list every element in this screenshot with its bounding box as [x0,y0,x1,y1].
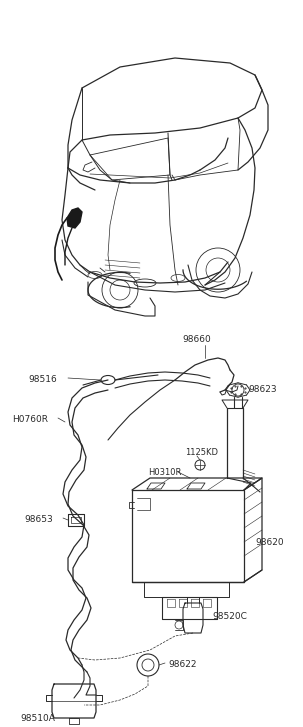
Text: 98653: 98653 [24,515,53,524]
Text: H0760R: H0760R [12,415,48,424]
Text: 1125KD: 1125KD [185,448,218,457]
Text: 98622: 98622 [168,660,197,669]
Polygon shape [67,208,82,228]
Text: 98620: 98620 [255,538,284,547]
Text: 98510A: 98510A [20,714,55,723]
Text: 98660: 98660 [182,335,211,344]
Text: 98516: 98516 [28,375,57,384]
Text: H0310R: H0310R [148,468,181,477]
Text: 98520C: 98520C [212,612,247,621]
Text: 98623: 98623 [248,385,277,394]
